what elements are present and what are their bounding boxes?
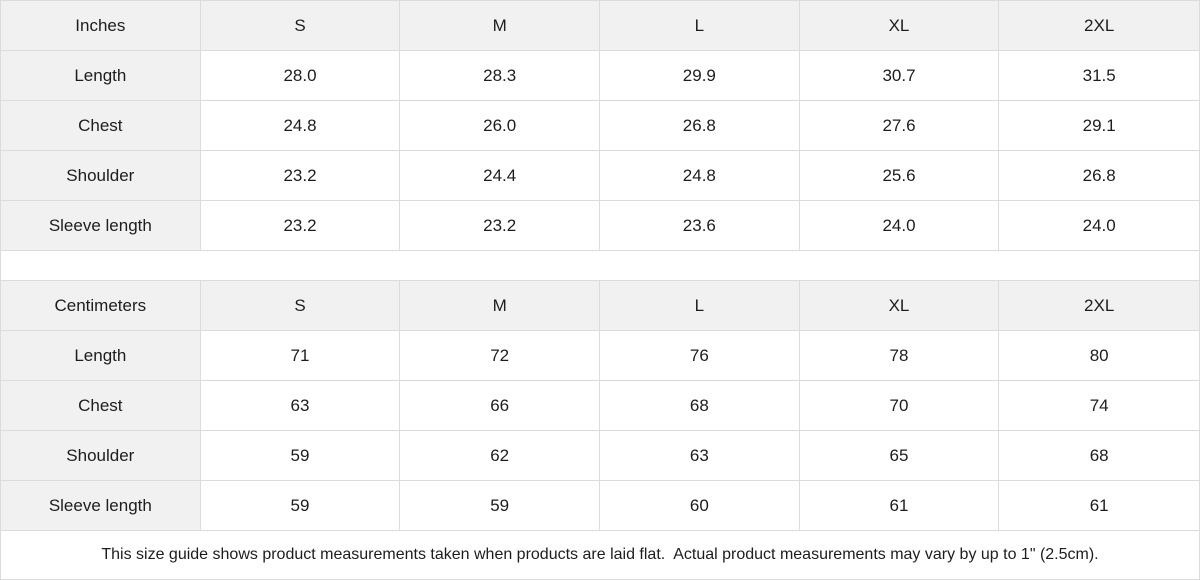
value-cell: 29.9 — [600, 51, 800, 101]
centimeters-table: Centimeters S M L XL 2XL Length 71 72 76… — [1, 281, 1199, 531]
row-label-sleeve-length: Sleeve length — [1, 481, 201, 531]
value-cell: 26.0 — [400, 101, 600, 151]
value-cell: 23.2 — [200, 151, 401, 201]
column-header-s: S — [200, 1, 401, 51]
value-cell: 78 — [799, 331, 1000, 381]
value-cell: 74 — [999, 381, 1199, 431]
value-cell: 72 — [400, 331, 600, 381]
value-cell: 25.6 — [799, 151, 1000, 201]
value-cell: 28.3 — [400, 51, 600, 101]
value-cell: 68 — [999, 431, 1199, 481]
value-cell: 26.8 — [600, 101, 800, 151]
value-cell: 24.4 — [400, 151, 600, 201]
value-cell: 80 — [999, 331, 1199, 381]
value-cell: 31.5 — [999, 51, 1199, 101]
value-cell: 24.8 — [200, 101, 401, 151]
row-label-chest: Chest — [1, 381, 201, 431]
value-cell: 59 — [200, 431, 401, 481]
value-cell: 63 — [600, 431, 800, 481]
column-header-s: S — [200, 281, 401, 331]
value-cell: 27.6 — [799, 101, 1000, 151]
value-cell: 28.0 — [200, 51, 401, 101]
value-cell: 24.0 — [999, 201, 1199, 251]
value-cell: 23.2 — [200, 201, 401, 251]
value-cell: 62 — [400, 431, 600, 481]
value-cell: 23.2 — [400, 201, 600, 251]
column-header-m: M — [400, 281, 600, 331]
unit-header-centimeters: Centimeters — [1, 281, 201, 331]
value-cell: 59 — [200, 481, 401, 531]
value-cell: 59 — [400, 481, 600, 531]
row-label-length: Length — [1, 331, 201, 381]
value-cell: 71 — [200, 331, 401, 381]
value-cell: 24.0 — [799, 201, 1000, 251]
column-header-l: L — [600, 1, 800, 51]
column-header-l: L — [600, 281, 800, 331]
row-label-chest: Chest — [1, 101, 201, 151]
column-header-2xl: 2XL — [999, 1, 1199, 51]
value-cell: 29.1 — [999, 101, 1199, 151]
table-spacer — [1, 251, 1199, 281]
value-cell: 23.6 — [600, 201, 800, 251]
value-cell: 63 — [200, 381, 401, 431]
value-cell: 70 — [799, 381, 1000, 431]
row-label-shoulder: Shoulder — [1, 431, 201, 481]
row-label-length: Length — [1, 51, 201, 101]
column-header-xl: XL — [799, 281, 1000, 331]
value-cell: 66 — [400, 381, 600, 431]
column-header-2xl: 2XL — [999, 281, 1199, 331]
row-label-sleeve-length: Sleeve length — [1, 201, 201, 251]
size-guide-note: This size guide shows product measuremen… — [1, 531, 1199, 579]
value-cell: 61 — [799, 481, 1000, 531]
value-cell: 30.7 — [799, 51, 1000, 101]
value-cell: 60 — [600, 481, 800, 531]
value-cell: 68 — [600, 381, 800, 431]
row-label-shoulder: Shoulder — [1, 151, 201, 201]
value-cell: 24.8 — [600, 151, 800, 201]
value-cell: 76 — [600, 331, 800, 381]
value-cell: 65 — [799, 431, 1000, 481]
column-header-xl: XL — [799, 1, 1000, 51]
value-cell: 61 — [999, 481, 1199, 531]
column-header-m: M — [400, 1, 600, 51]
inches-table: Inches S M L XL 2XL Length 28.0 28.3 29.… — [1, 1, 1199, 251]
unit-header-inches: Inches — [1, 1, 201, 51]
value-cell: 26.8 — [999, 151, 1199, 201]
